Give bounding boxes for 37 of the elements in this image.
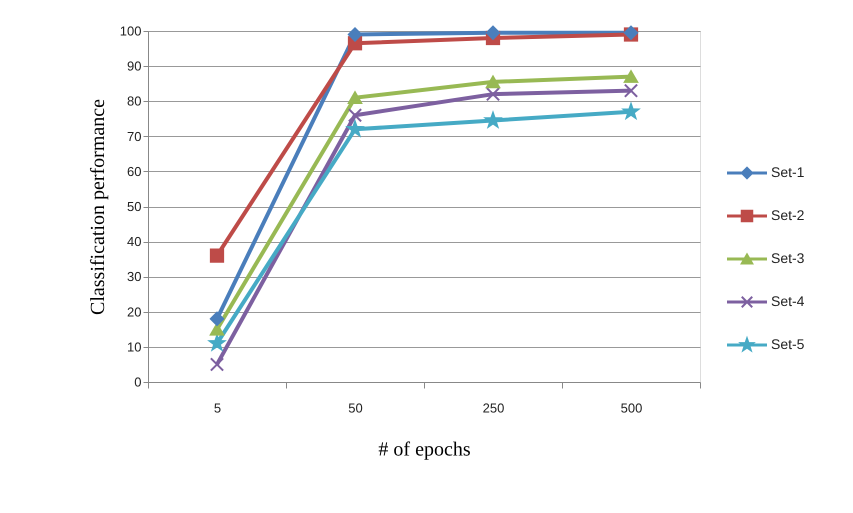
x-axis-title: # of epochs (378, 438, 471, 460)
y-tick-label: 30 (127, 269, 142, 284)
y-tick-label: 70 (127, 128, 142, 144)
point (210, 357, 224, 372)
point (348, 27, 362, 42)
y-tick-label: 40 (127, 234, 142, 250)
y-tick-label: 0 (134, 374, 142, 390)
point (486, 26, 500, 40)
point (486, 87, 500, 102)
point (348, 91, 362, 104)
legend-label: Set-3 (771, 250, 805, 266)
point (348, 108, 362, 122)
point (485, 112, 501, 128)
y-tick-label: 50 (127, 199, 142, 214)
x-tick-label: 500 (620, 400, 642, 416)
y-tick-label: 90 (127, 58, 142, 74)
y-tick-label: 100 (120, 24, 142, 38)
point (210, 248, 224, 263)
point (486, 76, 500, 88)
point (623, 103, 639, 119)
legend-label: Set-1 (771, 164, 805, 180)
point (210, 312, 224, 326)
point (624, 84, 638, 98)
legend-label: Set-4 (771, 293, 805, 309)
point (624, 70, 638, 83)
legend-label: Set-5 (771, 336, 805, 352)
y-axis-title: Classification performance (86, 98, 109, 316)
legend-label: Set-2 (771, 207, 805, 223)
point (210, 323, 224, 336)
x-tick-label: 5 (214, 400, 222, 416)
y-tick-label: 20 (127, 304, 142, 320)
x-tick-label: 250 (482, 400, 504, 416)
y-tick-label: 10 (127, 339, 142, 354)
y-tick-label: 60 (127, 164, 142, 179)
point (347, 120, 363, 136)
x-tick-label: 50 (348, 400, 363, 416)
y-tick-label: 80 (127, 94, 142, 109)
